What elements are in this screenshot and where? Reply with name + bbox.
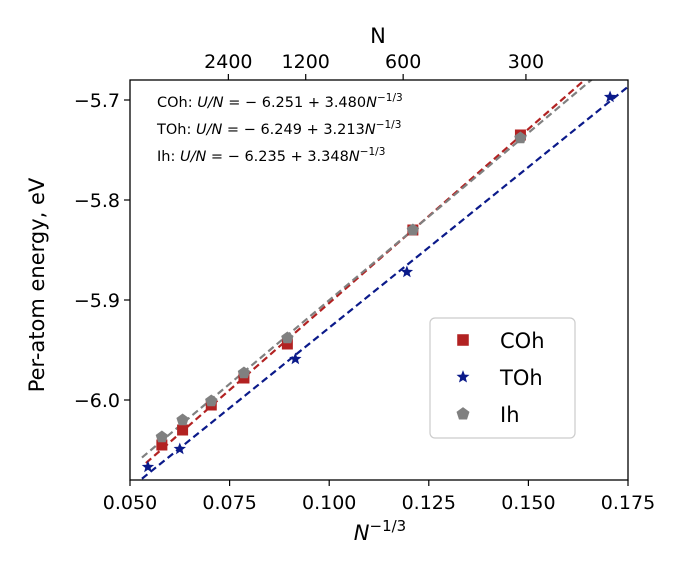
top-tick-label: 300	[508, 51, 544, 73]
marker-toh	[400, 265, 414, 278]
legend-label: TOh	[499, 366, 543, 390]
x-tick-label: 0.050	[103, 492, 157, 514]
marker-coh	[177, 424, 189, 436]
plot-frame	[129, 79, 629, 481]
top-tick-label: 2400	[204, 51, 252, 73]
marker-ih	[176, 413, 189, 426]
marker-ih	[205, 394, 218, 407]
marker-coh	[281, 338, 293, 350]
marker-coh	[156, 439, 168, 451]
y-tick-label: −5.8	[74, 190, 120, 212]
legend-label: Ih	[500, 403, 520, 427]
legend-marker-coh	[457, 334, 469, 346]
top-tick-label: 1200	[282, 51, 330, 73]
y-tick-label: −6.0	[74, 390, 120, 412]
x-tick-label: 0.175	[601, 492, 655, 514]
y-tick-label: −5.9	[74, 290, 120, 312]
fit-equation: Ih: U/N = − 6.235 + 3.348N−1/3	[157, 146, 385, 165]
y-tick-label: −5.7	[74, 90, 120, 112]
legend-marker-ih	[456, 407, 470, 420]
marker-ih	[155, 430, 169, 443]
fit-line-toh	[141, 85, 628, 480]
x-tick-label: 0.125	[402, 492, 456, 514]
marker-toh	[289, 352, 302, 365]
fit-equation: TOh: U/N = − 6.249 + 3.213N−1/3	[156, 119, 401, 138]
marker-ih	[237, 366, 251, 379]
top-axis-label: N	[370, 24, 386, 48]
x-tick-label: 0.075	[202, 492, 256, 514]
marker-toh	[603, 90, 617, 103]
legend-box	[429, 317, 576, 439]
legend-label: COh	[500, 329, 545, 353]
x-tick-label: 0.150	[501, 492, 555, 514]
marker-toh	[141, 460, 155, 473]
legend-marker-toh	[456, 370, 470, 383]
top-tick-label: 600	[385, 51, 421, 73]
y-axis-label: Per-atom energy, eV	[25, 177, 49, 392]
x-axis-label: N−1/3	[354, 517, 406, 545]
marker-toh	[173, 442, 186, 455]
x-tick-label: 0.100	[302, 492, 356, 514]
marker-ih	[406, 223, 420, 236]
marker-ih	[281, 331, 294, 344]
marker-ih	[514, 131, 527, 144]
fit-equation: COh: U/N = − 6.251 + 3.480N−1/3	[157, 92, 403, 111]
